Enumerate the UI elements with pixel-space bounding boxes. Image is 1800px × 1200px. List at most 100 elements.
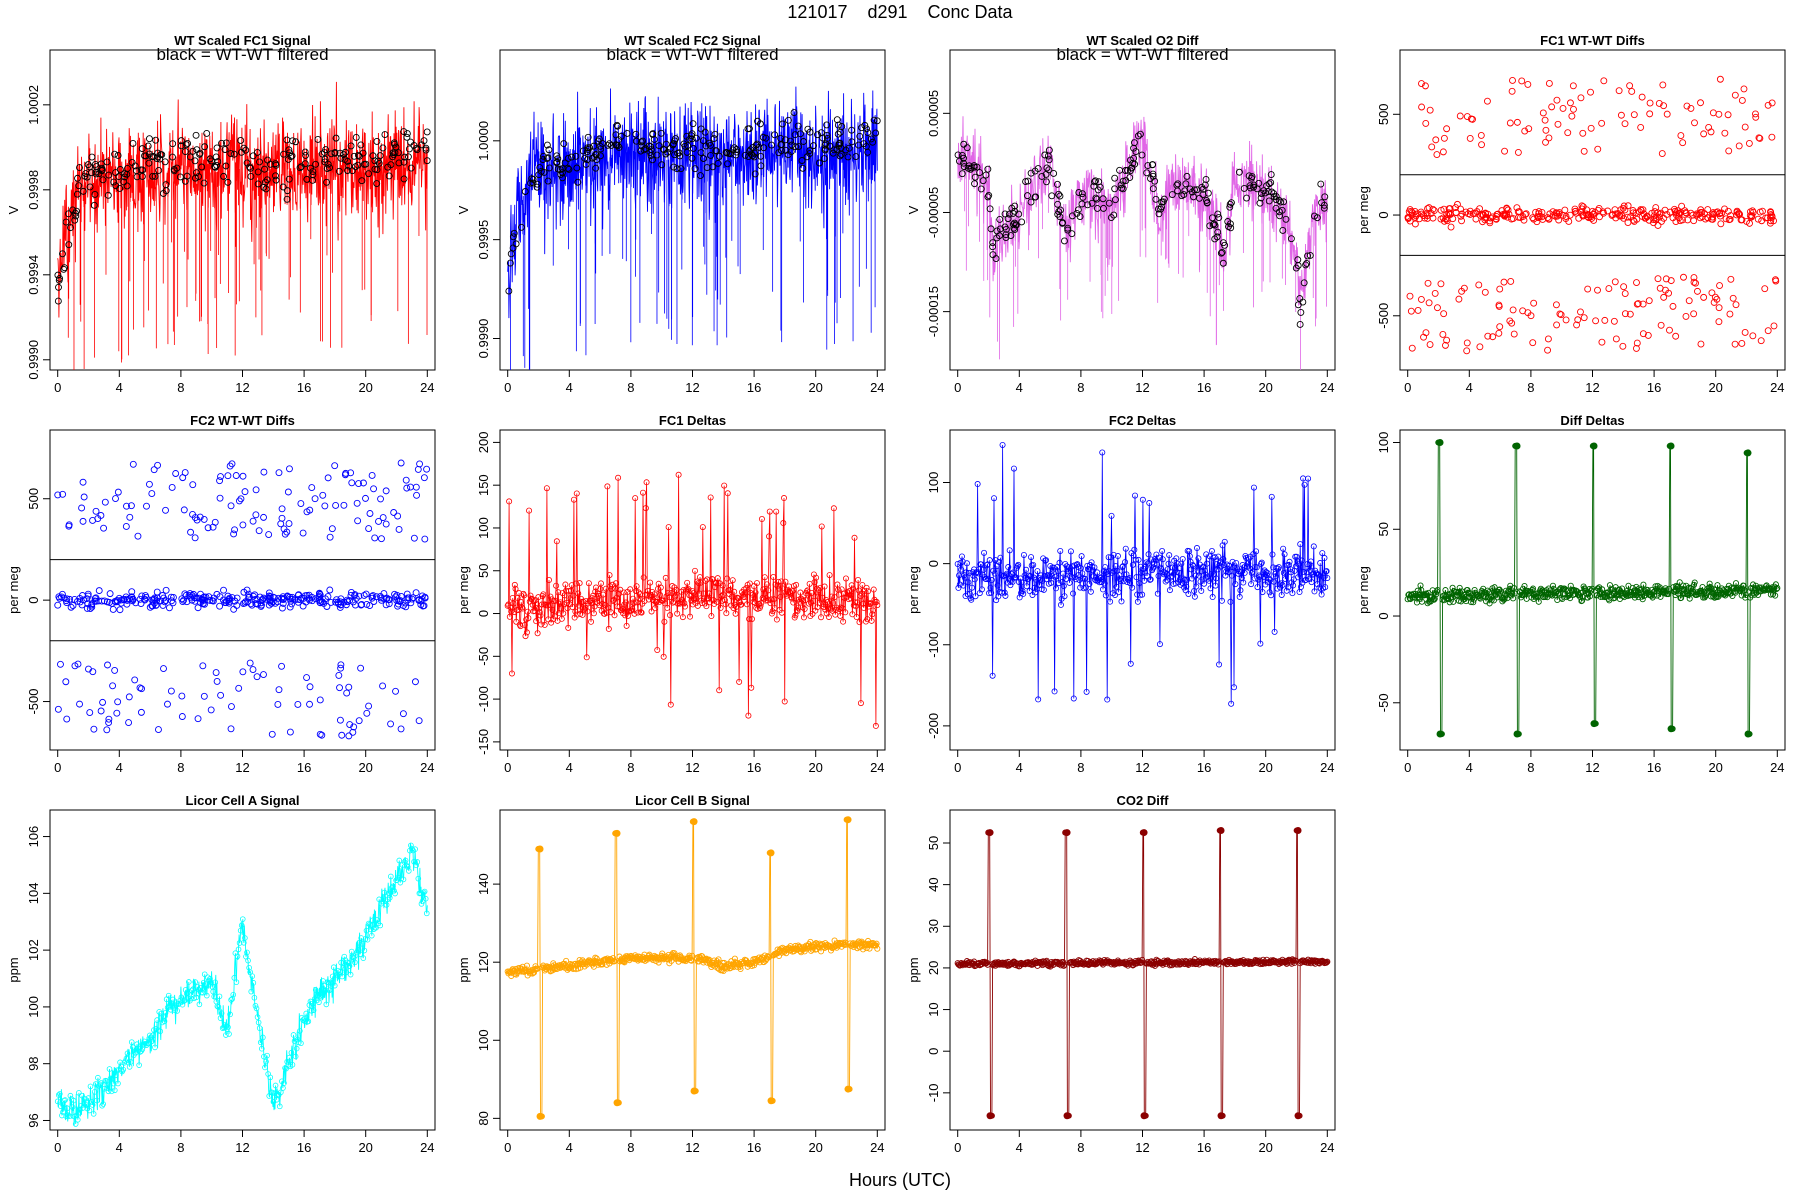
data-point bbox=[319, 992, 325, 999]
data-point bbox=[1307, 558, 1314, 565]
data-point bbox=[709, 575, 716, 582]
data-point bbox=[1749, 332, 1757, 340]
data-point bbox=[1709, 215, 1717, 223]
data-point bbox=[246, 659, 254, 667]
data-point bbox=[1263, 569, 1270, 576]
data-point bbox=[1111, 196, 1119, 204]
data-point bbox=[148, 490, 156, 498]
data-point bbox=[635, 609, 642, 616]
data-point bbox=[321, 502, 329, 510]
data-point bbox=[751, 149, 759, 157]
data-point bbox=[303, 1010, 310, 1017]
data-point bbox=[982, 171, 990, 179]
data-point bbox=[86, 163, 94, 171]
data-point bbox=[183, 598, 191, 606]
data-point bbox=[598, 139, 606, 147]
panel-title: WT Scaled FC1 Signal bbox=[174, 33, 311, 48]
data-point bbox=[543, 154, 551, 162]
data-point bbox=[1660, 102, 1668, 110]
data-point bbox=[972, 593, 979, 600]
data-point bbox=[533, 180, 541, 188]
data-point bbox=[1663, 211, 1671, 218]
data-point bbox=[207, 976, 213, 982]
data-point bbox=[621, 601, 628, 608]
data-point bbox=[1176, 569, 1183, 576]
data-point bbox=[178, 595, 186, 603]
data-point bbox=[1412, 212, 1420, 220]
data-point bbox=[1249, 568, 1256, 575]
data-point bbox=[98, 1080, 104, 1086]
data-point bbox=[1154, 561, 1161, 568]
data-point bbox=[237, 927, 244, 934]
data-point bbox=[983, 562, 990, 569]
data-point bbox=[808, 589, 815, 596]
data-point bbox=[321, 595, 329, 603]
data-point bbox=[183, 990, 190, 997]
data-point bbox=[345, 732, 353, 740]
data-point bbox=[121, 1059, 128, 1066]
data-point bbox=[350, 723, 358, 731]
data-point bbox=[1724, 207, 1732, 215]
data-point bbox=[1758, 217, 1766, 225]
data-point bbox=[1764, 101, 1772, 109]
data-point bbox=[222, 162, 230, 170]
data-point bbox=[112, 495, 119, 502]
data-point bbox=[632, 495, 639, 502]
data-point bbox=[516, 590, 523, 597]
data-point bbox=[1071, 562, 1078, 569]
data-point bbox=[1297, 308, 1305, 316]
data-point bbox=[407, 164, 415, 172]
data-point bbox=[685, 586, 692, 593]
data-point bbox=[1316, 584, 1323, 591]
y-tick-label: -0.00015 bbox=[926, 286, 941, 337]
data-point bbox=[319, 491, 327, 499]
data-point bbox=[795, 143, 803, 151]
data-point bbox=[1155, 210, 1163, 218]
data-point bbox=[1056, 206, 1064, 214]
data-point bbox=[838, 123, 846, 130]
data-point bbox=[989, 239, 997, 247]
data-point bbox=[852, 603, 859, 610]
data-point bbox=[203, 130, 211, 137]
data-point bbox=[558, 615, 565, 622]
data-point bbox=[712, 147, 720, 155]
data-point bbox=[114, 488, 122, 496]
data-point bbox=[1040, 586, 1047, 593]
data-point bbox=[214, 158, 222, 166]
data-point bbox=[1501, 147, 1509, 155]
data-point bbox=[1070, 590, 1077, 597]
data-point bbox=[1472, 215, 1480, 223]
data-point bbox=[810, 571, 817, 578]
data-point bbox=[1060, 582, 1067, 589]
data-point bbox=[213, 677, 221, 685]
data-point bbox=[224, 178, 232, 186]
data-point bbox=[1131, 546, 1138, 553]
data-point bbox=[960, 163, 968, 171]
data-point bbox=[327, 979, 334, 986]
data-point bbox=[775, 149, 783, 157]
data-point bbox=[583, 654, 590, 661]
data-point bbox=[1034, 568, 1041, 575]
data-point bbox=[630, 600, 637, 607]
y-tick-label: 0 bbox=[476, 610, 491, 617]
data-point bbox=[422, 146, 430, 154]
data-point bbox=[1001, 223, 1009, 231]
data-point bbox=[1084, 201, 1092, 209]
data-point bbox=[1293, 553, 1300, 560]
data-point bbox=[292, 1053, 299, 1060]
data-point bbox=[689, 144, 697, 152]
data-point bbox=[212, 153, 220, 161]
data-point bbox=[113, 709, 121, 717]
data-point bbox=[412, 846, 418, 852]
data-point bbox=[62, 218, 70, 226]
data-point bbox=[57, 1091, 63, 1097]
data-point bbox=[1035, 696, 1042, 703]
y-tick-label: 150 bbox=[476, 474, 491, 496]
data-point bbox=[1265, 575, 1272, 582]
data-point bbox=[80, 1105, 86, 1111]
data-point bbox=[193, 169, 200, 177]
data-point bbox=[794, 608, 801, 615]
data-point bbox=[217, 473, 224, 480]
data-point bbox=[1113, 583, 1120, 590]
data-point bbox=[679, 614, 686, 621]
